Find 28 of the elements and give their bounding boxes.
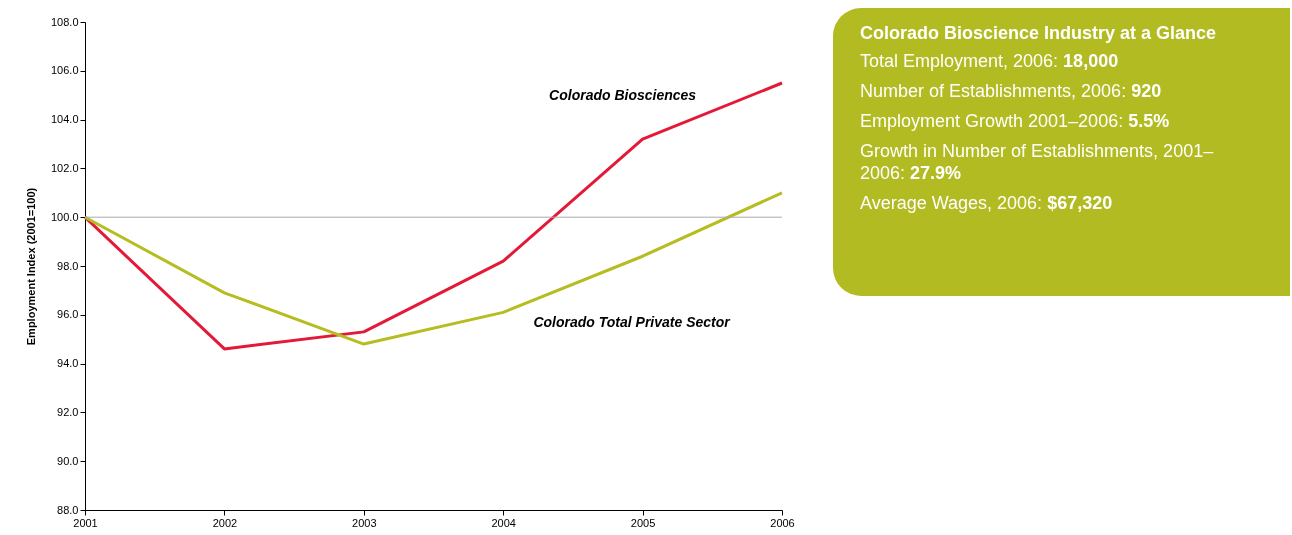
series-label: Colorado Total Private Sector [533,314,732,331]
x-tick-label: 2006 [770,516,795,529]
text: Total Employment, 2006: 18,000 [860,50,1120,72]
x-tick-label: 2002 [212,516,238,529]
y-tick-label: 90.0 [57,454,79,467]
text: Growth in Number of Establishments, 2001–2006: 27.9% [860,140,1215,184]
y-tick-label: 106.0 [50,64,79,77]
series-label: Colorado Biosciences [549,87,697,104]
y-tick-label: 102.0 [50,161,79,174]
line-series [83,191,784,346]
text: Employment Growth 2001–2006: 5.5% [860,110,1171,132]
text: Number of Establishments, 2006: 920 [860,80,1163,102]
text: Colorado Bioscience Industry at a Glance [860,22,1218,44]
y-axis-title: Employment Index (2001=100) [24,187,37,346]
x-tick-label: 2004 [491,516,516,529]
text: Average Wages, 2006: $67,320 [860,192,1114,214]
y-tick-label: 98.0 [57,259,79,272]
y-tick-label: 108.0 [50,15,79,28]
y-tick-label: 104.0 [50,113,79,126]
y-tick-label: 100.0 [50,210,79,223]
x-tick-label: 2001 [73,516,98,529]
line-series [83,81,784,351]
y-tick-label: 92.0 [57,405,79,418]
y-tick-label: 88.0 [57,503,79,516]
y-tick-label: 96.0 [57,308,79,321]
x-tick-label: 2003 [352,516,377,529]
y-tick-label: 94.0 [57,357,79,370]
x-tick-label: 2005 [630,516,656,529]
